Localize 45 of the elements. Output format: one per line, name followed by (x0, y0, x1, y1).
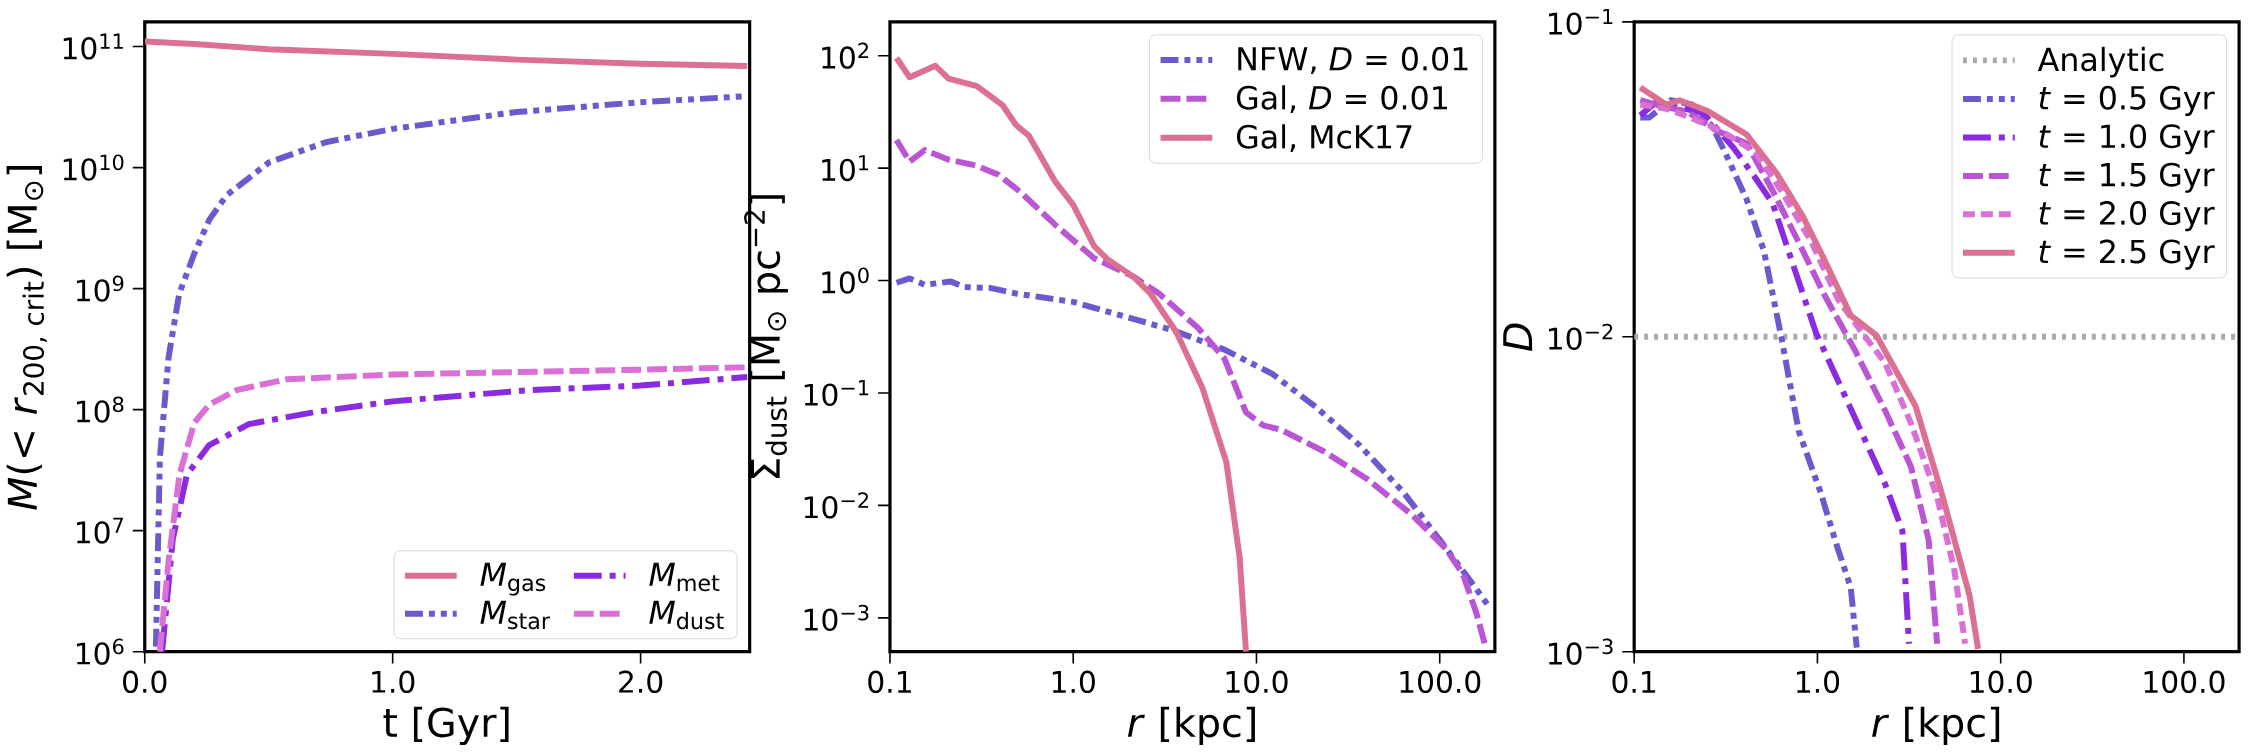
x-tick-label: 1.0 (1797, 670, 1840, 694)
x-tick-label: 2.0 (619, 670, 663, 694)
legend-label: NFW, D = 0.01 (1238, 46, 1468, 75)
y-tick-label: 10$^{7}$ (77, 517, 124, 544)
x-tick-label: 0.1 (1612, 670, 1656, 694)
x-tick-label: 0.1 (868, 670, 911, 694)
y-tick-label: 10$^{−3}$ (804, 604, 869, 632)
y-tick-label: 10$^{−1}$ (1549, 9, 1613, 36)
y-tick-label: 10$^{10}$ (63, 154, 124, 181)
x-tick-label: 100.0 (1400, 670, 1481, 694)
y-tick-label: 10$^{6}$ (77, 638, 124, 665)
x-axis-title: r [kpc] (1127, 706, 1255, 746)
x-axis-title: t [Gyr] (383, 706, 509, 746)
y-axis-title: M(< r$_{200, crit}$) [M$_{⊙}$] (6, 166, 47, 510)
x-tick-label: 1.0 (372, 670, 415, 694)
y-tick-label: 10$^{9}$ (77, 275, 124, 302)
y-axis-title: D (1503, 323, 1533, 352)
x-tick-label: 1.0 (1052, 670, 1095, 694)
y-tick-label: 10$^{−2}$ (804, 492, 868, 519)
y-tick-label: 10$^{0}$ (822, 267, 869, 294)
y-tick-label: 10$^{8}$ (77, 396, 124, 423)
legend-label: M$_{star}$ (480, 600, 550, 630)
y-tick-label: 10$^{2}$ (822, 42, 868, 69)
y-tick-label: 10$^{1}$ (822, 155, 869, 182)
y-axis-title: Σ$_{dust}$ [M$_{⊙}$ pc$^{−2}$] (744, 195, 788, 479)
legend-label: t = 2.5 Gyr (2039, 239, 2215, 270)
y-tick-label: 10$^{11}$ (63, 33, 123, 60)
legend-label: t = 1.0 Gyr (2039, 124, 2215, 155)
x-tick-label: 0.0 (123, 670, 167, 694)
x-tick-label: 10.0 (1970, 670, 2032, 694)
legend-label: M$_{dust}$ (649, 600, 724, 630)
legend-label: Analytic (2037, 46, 2164, 78)
x-axis-title: r [kpc] (1872, 706, 2000, 746)
x-tick-label: 10.0 (1226, 670, 1288, 694)
legend-label: M$_{gas}$ (480, 562, 546, 596)
x-tick-label: 100.0 (2144, 670, 2225, 694)
legend-label: t = 0.5 Gyr (2039, 85, 2215, 117)
y-tick-label: 10$^{−2}$ (1549, 323, 1613, 351)
legend-label: Gal, McK17 (1236, 124, 1412, 153)
legend-label: t = 2.0 Gyr (2039, 201, 2215, 232)
legend-label: Gal, D = 0.01 (1236, 85, 1447, 114)
y-tick-label: 10$^{−3}$ (1549, 638, 1613, 665)
y-tick-label: 10$^{−1}$ (804, 380, 869, 407)
legend-label: t = 1.5 Gyr (2039, 162, 2215, 193)
legend-label: M$_{met}$ (649, 562, 720, 592)
